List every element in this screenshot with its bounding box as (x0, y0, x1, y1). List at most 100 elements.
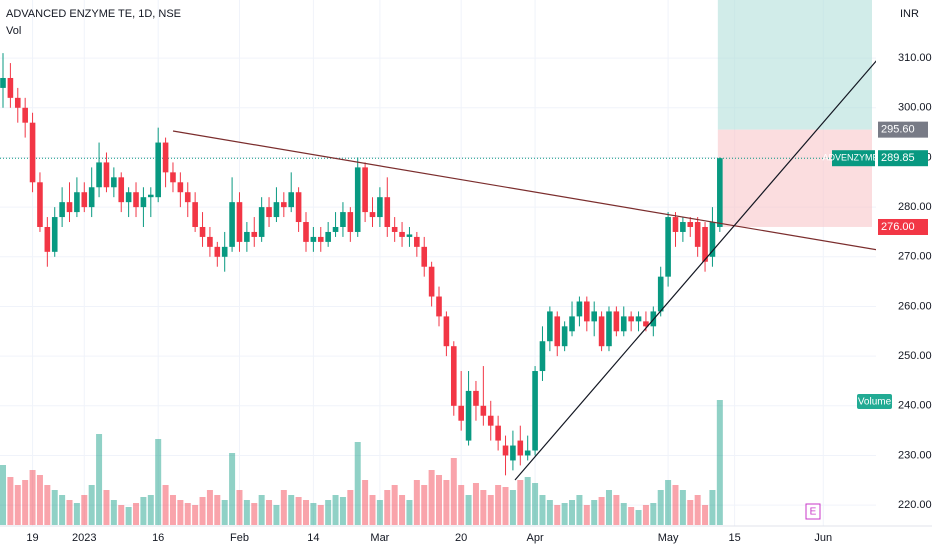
candle-body (465, 390, 472, 441)
candle-body (29, 122, 36, 183)
x-tick-label: 16 (152, 532, 164, 544)
candle-body (244, 231, 250, 242)
volume-bar (273, 505, 280, 525)
candle-body (310, 236, 317, 242)
volume-bar (472, 483, 479, 525)
candle-body (576, 301, 583, 317)
stop-label: 276.00 (881, 221, 915, 233)
candle-body (125, 192, 132, 203)
volume-bar (480, 490, 487, 525)
symbol-label: ADVENZYMES (822, 153, 884, 163)
candle-body (532, 371, 538, 451)
candle-body (487, 415, 494, 426)
volume-bar (428, 470, 435, 525)
candle-body (687, 222, 694, 227)
volume-bar (199, 497, 206, 525)
volume-bar (384, 490, 391, 525)
event-icon-text[interactable]: E (810, 507, 817, 518)
volume-bar (620, 503, 627, 525)
volume-bar (266, 500, 273, 525)
y-tick-label: 270.00 (898, 251, 932, 263)
candle-body (598, 316, 605, 347)
volume-bar (317, 505, 324, 525)
volume-bar (59, 495, 66, 525)
volume-bar (605, 490, 612, 525)
volume-bar (162, 485, 169, 525)
volume-bar (709, 490, 716, 525)
candle-body (561, 326, 568, 347)
y-tick-label: 220.00 (898, 499, 932, 511)
candle-body (628, 316, 634, 322)
volume-bar (229, 453, 236, 525)
volume-bar (495, 485, 502, 525)
x-tick-label: Feb (230, 532, 249, 544)
volume-bar (177, 500, 184, 525)
candle-body (354, 167, 361, 232)
volume-bar (332, 495, 339, 525)
candle-body (414, 236, 420, 247)
indicator-label: Vol (6, 25, 21, 37)
volume-bar (458, 485, 465, 525)
candle-body (273, 202, 280, 218)
volume-bar (66, 500, 73, 525)
candle-body (606, 311, 612, 347)
last-price-label: 289.85 (881, 152, 915, 164)
candle-body (148, 194, 154, 198)
volume-bar (465, 495, 472, 525)
volume-bar (679, 490, 686, 525)
candle-body (184, 192, 191, 203)
candle-body (303, 222, 309, 242)
volume-bar (443, 480, 450, 525)
volume-bar (672, 485, 679, 525)
volume-bar (391, 485, 398, 525)
x-tick-label: 19 (26, 532, 38, 544)
candle-body (81, 192, 88, 208)
candle-body (281, 202, 287, 208)
candle-body (155, 142, 161, 198)
volume-bar (413, 480, 420, 525)
candle-body (199, 226, 206, 237)
volume-bar (258, 495, 265, 525)
volume-bar (236, 490, 243, 525)
candle-body (613, 311, 620, 332)
volume-bar (694, 495, 701, 525)
candle-body (524, 450, 531, 456)
last-price-tag (878, 150, 928, 167)
candle-body (162, 142, 169, 173)
candle-body (591, 311, 597, 322)
volume-bar (450, 458, 457, 525)
y-tick-label: 230.00 (898, 449, 932, 461)
volume-bar (51, 490, 58, 525)
candle-body (317, 236, 324, 242)
candle-body (517, 440, 524, 456)
candle-body (672, 217, 679, 232)
loss-zone (717, 129, 872, 227)
candle-body (332, 226, 339, 232)
candle-body (0, 77, 6, 88)
axes: 220.00 230.00 240.00 250.00 260.00 270.00 280.… (26, 52, 931, 544)
candle-body (554, 316, 561, 347)
candle-body (450, 346, 457, 406)
volume-bar (118, 505, 125, 525)
volume-bar (354, 442, 361, 525)
volume-bar (628, 507, 635, 525)
volume-bar (29, 470, 36, 525)
candle-body (37, 182, 43, 227)
candle-body (428, 266, 435, 297)
volume-bar (576, 495, 583, 525)
candle-body (111, 177, 117, 188)
candle-body (59, 202, 65, 218)
support-line (514, 44, 891, 481)
volume-bar (635, 510, 642, 525)
volume-bar (36, 475, 43, 525)
volume-bar (147, 495, 154, 525)
volume-bar (302, 500, 309, 525)
volume-bar (583, 505, 590, 525)
candle-body (214, 246, 221, 257)
candle-body (547, 311, 553, 342)
event-icon[interactable] (805, 503, 821, 520)
volume-bar (509, 490, 516, 525)
candle-body (391, 226, 398, 232)
volume-bar (280, 490, 287, 525)
candle-body (14, 97, 21, 108)
